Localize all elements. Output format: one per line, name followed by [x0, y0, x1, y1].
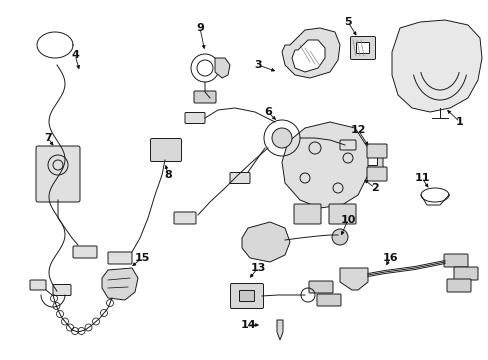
FancyBboxPatch shape: [443, 254, 467, 267]
FancyBboxPatch shape: [366, 144, 386, 158]
Polygon shape: [242, 222, 289, 262]
FancyBboxPatch shape: [446, 279, 470, 292]
FancyBboxPatch shape: [316, 294, 340, 306]
Polygon shape: [282, 122, 367, 208]
FancyBboxPatch shape: [356, 42, 369, 54]
FancyBboxPatch shape: [73, 246, 97, 258]
FancyBboxPatch shape: [366, 167, 386, 181]
FancyBboxPatch shape: [53, 284, 71, 296]
FancyBboxPatch shape: [293, 204, 320, 224]
FancyBboxPatch shape: [230, 284, 263, 309]
Polygon shape: [276, 320, 283, 340]
Text: 6: 6: [264, 107, 271, 117]
Text: 11: 11: [413, 173, 429, 183]
Text: 7: 7: [44, 133, 52, 143]
Text: 3: 3: [254, 60, 261, 70]
FancyBboxPatch shape: [184, 112, 204, 123]
Polygon shape: [291, 40, 325, 72]
FancyBboxPatch shape: [36, 146, 80, 202]
Text: 4: 4: [71, 50, 79, 60]
Text: 1: 1: [455, 117, 463, 127]
Text: 15: 15: [134, 253, 149, 263]
Polygon shape: [391, 20, 481, 112]
Text: 16: 16: [382, 253, 397, 263]
Text: 13: 13: [250, 263, 265, 273]
Text: 2: 2: [370, 183, 378, 193]
Text: 9: 9: [196, 23, 203, 33]
FancyBboxPatch shape: [150, 139, 181, 162]
FancyBboxPatch shape: [339, 140, 355, 150]
Circle shape: [331, 229, 347, 245]
FancyBboxPatch shape: [229, 172, 249, 184]
FancyBboxPatch shape: [308, 281, 332, 293]
FancyBboxPatch shape: [360, 147, 382, 171]
Text: 5: 5: [344, 17, 351, 27]
Text: 8: 8: [164, 170, 171, 180]
FancyBboxPatch shape: [366, 153, 377, 166]
FancyBboxPatch shape: [453, 267, 477, 280]
FancyBboxPatch shape: [350, 36, 375, 59]
FancyBboxPatch shape: [328, 204, 355, 224]
FancyBboxPatch shape: [30, 280, 46, 290]
FancyBboxPatch shape: [239, 291, 254, 302]
Polygon shape: [282, 28, 339, 78]
Text: 14: 14: [240, 320, 255, 330]
FancyBboxPatch shape: [174, 212, 196, 224]
Polygon shape: [215, 58, 229, 78]
Polygon shape: [102, 268, 138, 300]
Polygon shape: [339, 268, 367, 290]
Circle shape: [271, 128, 291, 148]
FancyBboxPatch shape: [194, 91, 216, 103]
Text: 10: 10: [340, 215, 355, 225]
Text: 12: 12: [349, 125, 365, 135]
FancyBboxPatch shape: [108, 252, 132, 264]
